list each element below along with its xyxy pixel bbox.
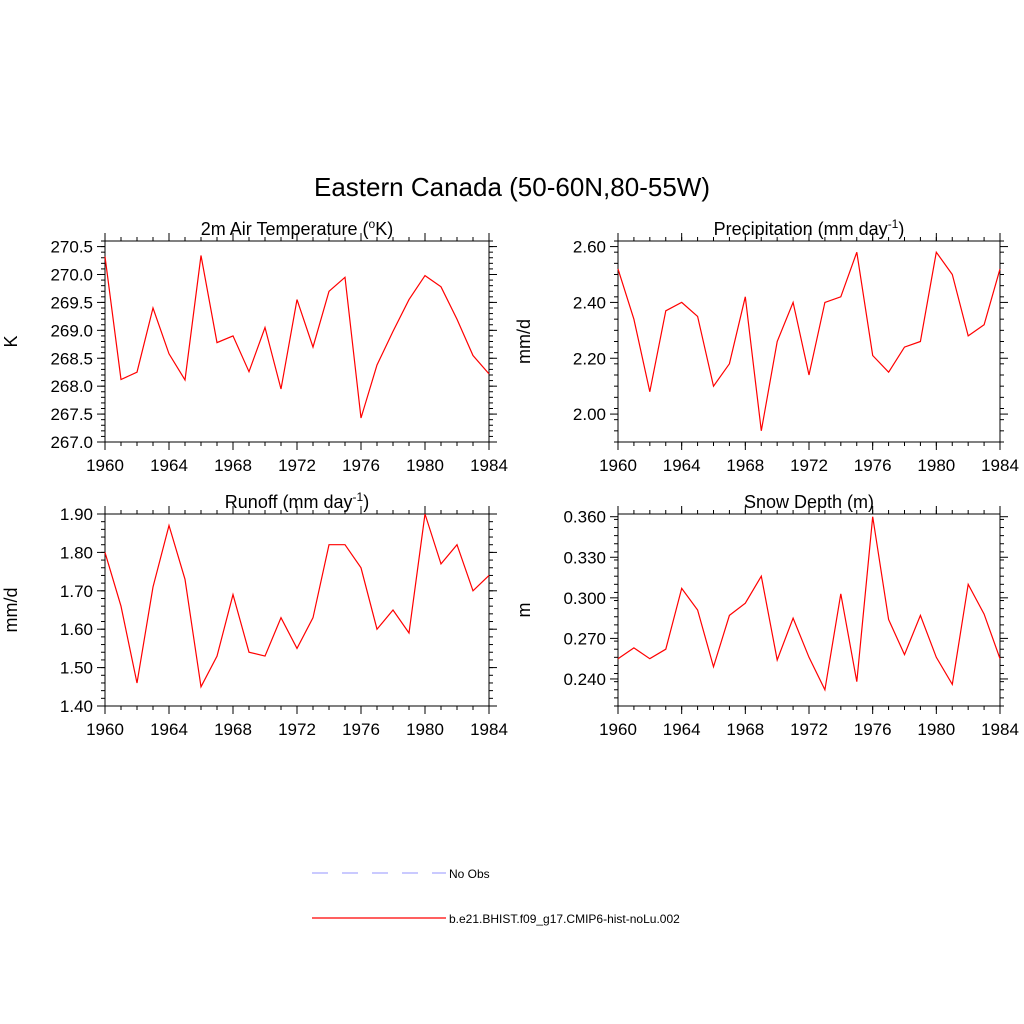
x-tick-label: 1984 bbox=[470, 720, 508, 739]
plot-frame bbox=[617, 240, 1001, 443]
series-line bbox=[617, 516, 1001, 692]
y-tick-label: 2.00 bbox=[573, 405, 606, 424]
x-tick-label: 1980 bbox=[917, 456, 955, 475]
x-tick-label: 1968 bbox=[214, 720, 252, 739]
y-tick-label: 0.360 bbox=[563, 508, 606, 527]
y-tick-label: 270.0 bbox=[50, 266, 93, 285]
x-tick-label: 1976 bbox=[342, 720, 380, 739]
x-tick-label: 1984 bbox=[981, 456, 1019, 475]
y-tick-label: 267.0 bbox=[50, 433, 93, 452]
y-tick-label: 2.60 bbox=[573, 238, 606, 257]
plot-frame bbox=[104, 513, 490, 707]
panel-title: Runoff (mm day-1) bbox=[225, 490, 369, 512]
y-tick-label: 0.330 bbox=[563, 548, 606, 567]
x-tick-label: 1960 bbox=[599, 456, 637, 475]
panel-precipitation: Precipitation (mm day-1) mm/d 2.00 2.20 2.40… bbox=[514, 217, 1019, 475]
panel-air-temperature: 2m Air Temperature (oK) K 267.0 267.5 268.0 2… bbox=[1, 217, 508, 475]
x-tick-label: 1968 bbox=[726, 720, 764, 739]
series-line bbox=[617, 250, 1001, 431]
x-tick-label: 1964 bbox=[663, 720, 701, 739]
x-tick-label: 1960 bbox=[86, 720, 124, 739]
y-tick-label: 1.40 bbox=[60, 697, 93, 716]
x-tick-label: 1964 bbox=[150, 720, 188, 739]
x-tick-label: 1964 bbox=[150, 456, 188, 475]
y-tick-label: 1.50 bbox=[60, 659, 93, 678]
x-tick-label: 1960 bbox=[86, 456, 124, 475]
x-tick-label: 1980 bbox=[917, 720, 955, 739]
plot-frame bbox=[104, 240, 490, 443]
y-tick-label: 1.60 bbox=[60, 620, 93, 639]
x-tick-label: 1972 bbox=[790, 456, 828, 475]
x-tick-label: 1980 bbox=[406, 720, 444, 739]
plot-frame bbox=[617, 513, 1001, 707]
x-tick-label: 1984 bbox=[470, 456, 508, 475]
x-tick-label: 1976 bbox=[854, 456, 892, 475]
x-tick-label: 1968 bbox=[726, 456, 764, 475]
y-tick-label: 270.5 bbox=[50, 238, 93, 257]
y-tick-label: 1.80 bbox=[60, 543, 93, 562]
x-tick-label: 1972 bbox=[790, 720, 828, 739]
legend: No Obs b.e21.BHIST.f09_g17.CMIP6-hist-noL… bbox=[312, 867, 680, 926]
y-axis-label: mm/d bbox=[514, 319, 534, 364]
y-tick-label: 0.240 bbox=[563, 670, 606, 689]
y-tick-label: 2.40 bbox=[573, 293, 606, 312]
x-tick-label: 1984 bbox=[981, 720, 1019, 739]
panel-snow-depth: Snow Depth (m) m 0.240 0.270 0.300 0.330 0.360… bbox=[514, 492, 1019, 739]
panel-runoff: Runoff (mm day-1) mm/d 1.40 1.50 1.60 1.70 1.8… bbox=[1, 490, 508, 739]
x-tick-label: 1972 bbox=[278, 456, 316, 475]
y-tick-label: 269.5 bbox=[50, 293, 93, 312]
y-tick-label: 268.5 bbox=[50, 349, 93, 368]
y-tick-label: 268.0 bbox=[50, 377, 93, 396]
y-tick-label: 2.20 bbox=[573, 349, 606, 368]
y-axis-label: m bbox=[514, 603, 534, 618]
y-tick-label: 1.70 bbox=[60, 582, 93, 601]
x-tick-label: 1976 bbox=[342, 456, 380, 475]
y-tick-label: 267.5 bbox=[50, 405, 93, 424]
x-tick-label: 1960 bbox=[599, 720, 637, 739]
panel-title: Snow Depth (m) bbox=[744, 492, 874, 512]
x-tick-label: 1972 bbox=[278, 720, 316, 739]
x-tick-label: 1976 bbox=[854, 720, 892, 739]
main-title: Eastern Canada (50-60N,80-55W) bbox=[314, 172, 710, 202]
legend-label: b.e21.BHIST.f09_g17.CMIP6-hist-noLu.002 bbox=[449, 912, 680, 926]
y-tick-label: 269.0 bbox=[50, 321, 93, 340]
series-line bbox=[104, 255, 490, 419]
y-tick-label: 0.300 bbox=[563, 589, 606, 608]
x-tick-label: 1964 bbox=[663, 456, 701, 475]
legend-label: No Obs bbox=[449, 867, 490, 881]
y-tick-label: 1.90 bbox=[60, 505, 93, 524]
x-tick-label: 1968 bbox=[214, 456, 252, 475]
panel-title: Precipitation (mm day-1) bbox=[714, 217, 905, 239]
panel-title: 2m Air Temperature (oK) bbox=[201, 217, 393, 239]
y-axis-label: K bbox=[1, 335, 21, 347]
y-tick-label: 0.270 bbox=[563, 629, 606, 648]
series-line bbox=[104, 513, 490, 689]
y-axis-label: mm/d bbox=[1, 588, 21, 633]
x-tick-label: 1980 bbox=[406, 456, 444, 475]
